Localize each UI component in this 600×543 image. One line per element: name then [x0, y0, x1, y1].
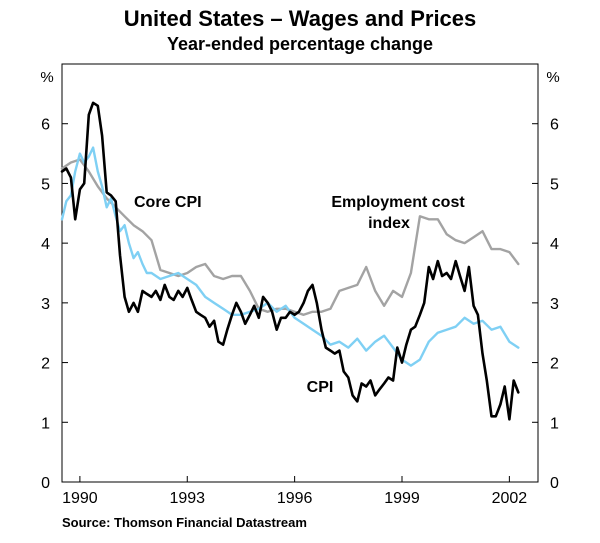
y-tick-label-left: 3: [41, 296, 50, 313]
y-tick-label-right: 3: [550, 296, 559, 313]
y-tick-label-right: 5: [550, 176, 559, 193]
y-tick-label-right: 2: [550, 356, 559, 373]
y-tick-label-left: 1: [41, 415, 50, 432]
source-note: Source: Thomson Financial Datastream: [62, 515, 307, 530]
chart-subtitle: Year-ended percentage change: [167, 34, 433, 54]
x-tick-label: 1996: [277, 490, 313, 507]
y-axis-right-unit: %: [546, 69, 559, 86]
y-tick-label-right: 1: [550, 415, 559, 432]
plot-frame: [61, 63, 539, 483]
series-line-cpi: [60, 101, 520, 421]
core-cpi-label: Core CPI: [134, 194, 202, 211]
y-ticks-right: 0 1 2 3 4 5 6: [532, 117, 559, 492]
y-tick-label-right: 4: [550, 236, 559, 253]
y-tick-label-left: 0: [41, 475, 50, 492]
series-lines: [60, 101, 520, 421]
chart-title: United States – Wages and Prices: [124, 6, 477, 31]
y-tick-label-right: 0: [550, 475, 559, 492]
employment-cost-label-line-1: Employment cost: [331, 194, 465, 211]
x-tick-label: 2002: [492, 490, 528, 507]
y-tick-label-left: 2: [41, 356, 50, 373]
series-line-employment-cost-index: [60, 158, 520, 316]
x-ticks: 1990 1993 1996 1999 2002: [62, 476, 527, 507]
y-ticks-left: 0 1 2 3 4 5 6: [41, 117, 68, 492]
y-tick-label-left: 6: [41, 117, 50, 134]
series-line-core-cpi: [60, 146, 520, 367]
y-tick-label-left: 4: [41, 236, 50, 253]
cpi-label: CPI: [307, 379, 334, 396]
employment-cost-label-line-2: index: [368, 215, 410, 232]
x-tick-label: 1993: [169, 490, 205, 507]
y-tick-label-right: 6: [550, 117, 559, 134]
x-tick-label: 1990: [62, 490, 98, 507]
y-tick-label-left: 5: [41, 176, 50, 193]
x-tick-label: 1999: [384, 490, 420, 507]
y-axis-left-unit: %: [40, 69, 53, 86]
